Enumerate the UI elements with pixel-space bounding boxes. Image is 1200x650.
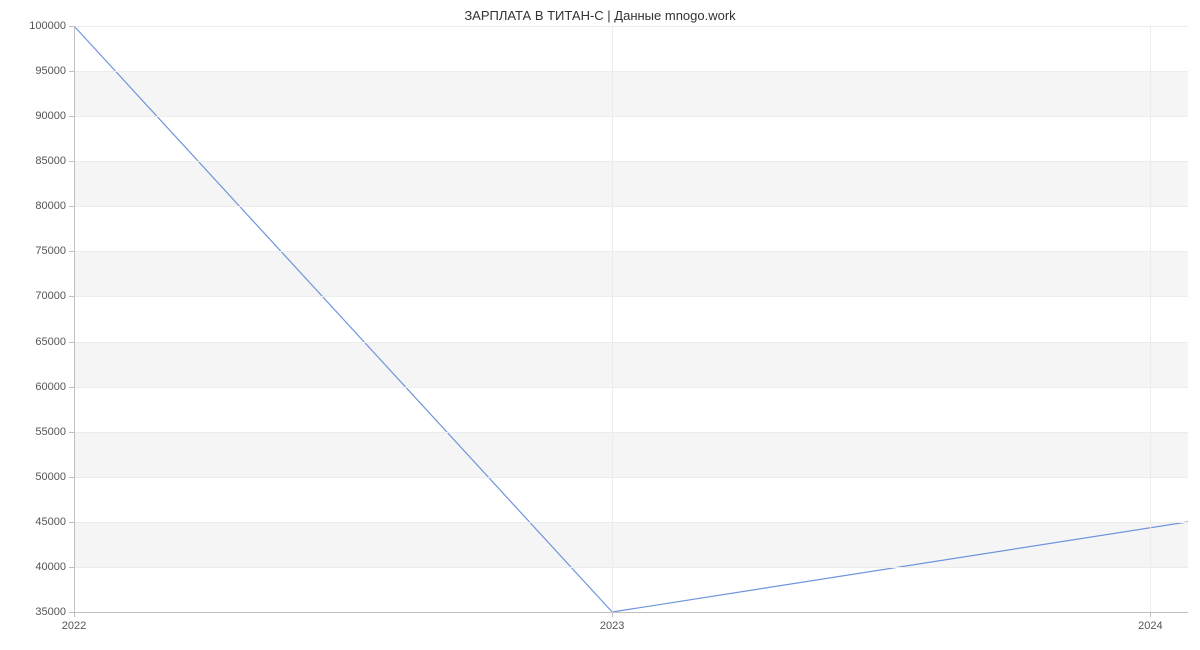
y-tick-label: 70000 bbox=[35, 290, 66, 302]
y-tick-label: 100000 bbox=[29, 20, 66, 32]
horizontal-gridline bbox=[74, 161, 1188, 162]
horizontal-gridline bbox=[74, 116, 1188, 117]
x-tick-label: 2024 bbox=[1138, 620, 1162, 632]
horizontal-gridline bbox=[74, 26, 1188, 27]
y-tick-label: 80000 bbox=[35, 200, 66, 212]
vertical-gridline bbox=[1150, 26, 1151, 612]
y-tick-label: 85000 bbox=[35, 155, 66, 167]
plot-area bbox=[74, 26, 1188, 612]
horizontal-gridline bbox=[74, 432, 1188, 433]
y-tick-label: 60000 bbox=[35, 381, 66, 393]
y-tick-mark bbox=[69, 477, 74, 478]
x-tick-mark bbox=[74, 612, 75, 617]
y-tick-mark bbox=[69, 342, 74, 343]
y-tick-label: 40000 bbox=[35, 561, 66, 573]
y-tick-label: 50000 bbox=[35, 471, 66, 483]
y-tick-label: 65000 bbox=[35, 336, 66, 348]
horizontal-gridline bbox=[74, 567, 1188, 568]
horizontal-gridline bbox=[74, 251, 1188, 252]
horizontal-gridline bbox=[74, 342, 1188, 343]
y-tick-mark bbox=[69, 206, 74, 207]
chart-title: ЗАРПЛАТА В ТИТАН-С | Данные mnogo.work bbox=[0, 8, 1200, 23]
chart-container: ЗАРПЛАТА В ТИТАН-С | Данные mnogo.work 3… bbox=[0, 0, 1200, 650]
y-tick-mark bbox=[69, 26, 74, 27]
y-tick-label: 55000 bbox=[35, 426, 66, 438]
y-tick-mark bbox=[69, 296, 74, 297]
y-axis-line bbox=[74, 26, 75, 612]
horizontal-gridline bbox=[74, 296, 1188, 297]
y-tick-label: 75000 bbox=[35, 245, 66, 257]
y-tick-mark bbox=[69, 567, 74, 568]
y-tick-mark bbox=[69, 522, 74, 523]
y-tick-label: 95000 bbox=[35, 65, 66, 77]
y-tick-mark bbox=[69, 116, 74, 117]
y-tick-label: 45000 bbox=[35, 516, 66, 528]
vertical-gridline bbox=[612, 26, 613, 612]
x-tick-mark bbox=[612, 612, 613, 617]
y-tick-mark bbox=[69, 251, 74, 252]
x-tick-mark bbox=[1150, 612, 1151, 617]
horizontal-gridline bbox=[74, 71, 1188, 72]
horizontal-gridline bbox=[74, 477, 1188, 478]
x-axis-line bbox=[74, 612, 1188, 613]
line-layer bbox=[74, 26, 1188, 612]
x-tick-label: 2023 bbox=[600, 620, 624, 632]
y-tick-mark bbox=[69, 387, 74, 388]
horizontal-gridline bbox=[74, 387, 1188, 388]
y-tick-mark bbox=[69, 161, 74, 162]
y-tick-label: 90000 bbox=[35, 110, 66, 122]
y-tick-label: 35000 bbox=[35, 606, 66, 618]
series-line bbox=[74, 26, 1188, 612]
y-tick-mark bbox=[69, 432, 74, 433]
horizontal-gridline bbox=[74, 522, 1188, 523]
horizontal-gridline bbox=[74, 206, 1188, 207]
y-tick-mark bbox=[69, 71, 74, 72]
x-tick-label: 2022 bbox=[62, 620, 86, 632]
